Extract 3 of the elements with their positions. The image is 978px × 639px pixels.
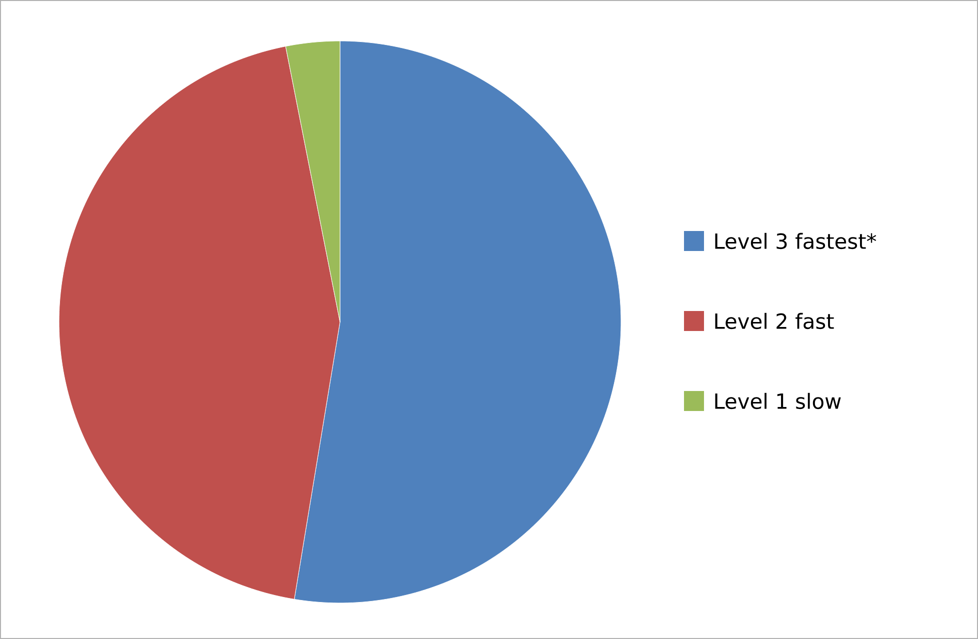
legend-label: Level 3 fastest* bbox=[715, 232, 876, 250]
legend-label: Level 2 fast bbox=[715, 312, 834, 330]
legend-label: Level 1 slow bbox=[715, 392, 841, 410]
